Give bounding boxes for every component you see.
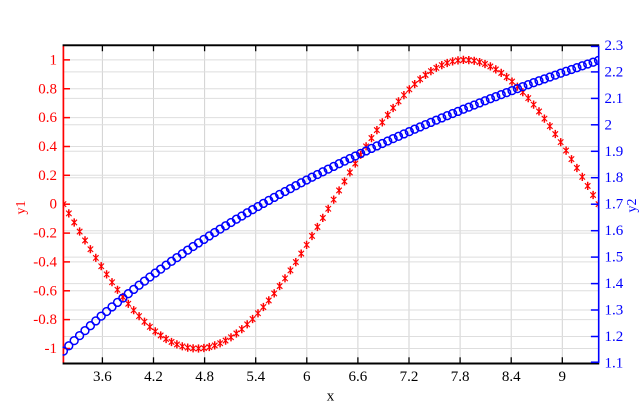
- svg-text:2.1: 2.1: [605, 91, 624, 107]
- svg-text:4.2: 4.2: [144, 369, 163, 385]
- svg-text:6.6: 6.6: [349, 369, 368, 385]
- svg-text:-0.8: -0.8: [33, 312, 57, 328]
- svg-text:1.5: 1.5: [605, 250, 624, 266]
- svg-text:1.3: 1.3: [605, 303, 624, 319]
- svg-text:1.2: 1.2: [605, 329, 624, 345]
- svg-text:5.4: 5.4: [246, 369, 265, 385]
- svg-text:y2: y2: [625, 199, 640, 213]
- svg-text:y1: y1: [14, 201, 29, 215]
- svg-text:8.4: 8.4: [502, 369, 521, 385]
- svg-text:x: x: [327, 389, 335, 405]
- svg-text:4.8: 4.8: [195, 369, 214, 385]
- svg-text:-1: -1: [45, 341, 58, 357]
- svg-text:-0.4: -0.4: [33, 254, 57, 270]
- svg-text:0.2: 0.2: [38, 168, 57, 184]
- svg-text:2.2: 2.2: [605, 64, 624, 80]
- svg-text:1.9: 1.9: [605, 144, 624, 160]
- svg-text:1.6: 1.6: [605, 223, 624, 239]
- svg-text:3.6: 3.6: [93, 369, 112, 385]
- svg-text:1.7: 1.7: [605, 197, 624, 213]
- svg-text:1.1: 1.1: [605, 356, 624, 372]
- svg-text:9: 9: [559, 369, 567, 385]
- svg-text:1: 1: [50, 52, 58, 68]
- svg-text:-0.2: -0.2: [33, 226, 57, 242]
- svg-text:0.8: 0.8: [38, 81, 57, 97]
- svg-text:1.4: 1.4: [605, 276, 624, 292]
- svg-text:2.3: 2.3: [605, 38, 624, 54]
- svg-text:2: 2: [605, 117, 613, 133]
- svg-text:7.8: 7.8: [451, 369, 470, 385]
- svg-text:0.6: 0.6: [38, 110, 57, 126]
- svg-text:-0.6: -0.6: [33, 283, 57, 299]
- svg-text:0: 0: [50, 197, 58, 213]
- svg-text:0.4: 0.4: [38, 139, 57, 155]
- svg-text:6: 6: [303, 369, 311, 385]
- svg-text:7.2: 7.2: [400, 369, 419, 385]
- svg-text:1.8: 1.8: [605, 170, 624, 186]
